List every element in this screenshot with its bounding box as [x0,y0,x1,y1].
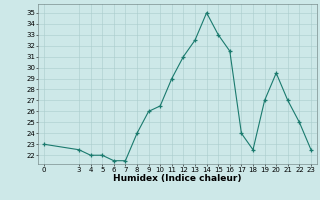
X-axis label: Humidex (Indice chaleur): Humidex (Indice chaleur) [113,174,242,183]
